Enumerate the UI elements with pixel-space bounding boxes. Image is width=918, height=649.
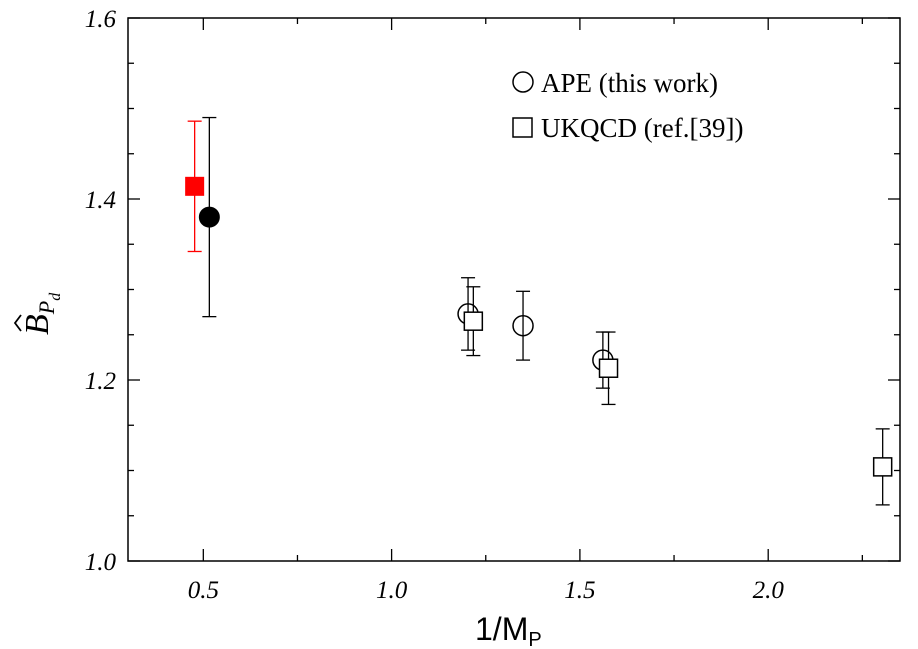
x-tick-label: 0.5 <box>188 577 219 604</box>
y-tick-label: 1.6 <box>85 6 117 33</box>
y-tick-label: 1.0 <box>85 549 117 576</box>
legend-marker-ukqcd <box>512 117 533 138</box>
data-point-filled-square <box>185 176 205 196</box>
y-axis-title: BPd <box>13 292 64 335</box>
data-marks <box>185 116 893 506</box>
tick-labels: 1.0 1.2 1.4 1.6 0.5 1.0 1.5 2.0 <box>85 6 785 604</box>
data-point-square <box>872 457 893 477</box>
svg-text:BPd: BPd <box>19 292 64 335</box>
plot-frame <box>127 17 901 562</box>
legend-label-ukqcd: UKQCD (ref.[39]) <box>541 113 743 143</box>
data-point-circle <box>512 314 534 337</box>
y-tick-label: 1.4 <box>85 187 116 214</box>
hat-accent <box>13 314 22 332</box>
x-tick-label: 2.0 <box>753 577 785 604</box>
data-point-filled-circle <box>198 206 220 228</box>
legend-label-ape: APE (this work) <box>541 68 718 98</box>
data-point-square <box>463 311 484 331</box>
tick-marks <box>128 17 900 562</box>
x-tick-label: 1.0 <box>376 577 408 604</box>
y-tick-label: 1.2 <box>85 368 116 395</box>
x-axis-title: 1/MP <box>475 611 542 649</box>
legend-marker-ape <box>512 71 534 93</box>
legend: APE (this work) UKQCD (ref.[39]) <box>512 68 743 143</box>
data-point-square <box>598 358 619 378</box>
x-tick-label: 1.5 <box>564 577 595 604</box>
